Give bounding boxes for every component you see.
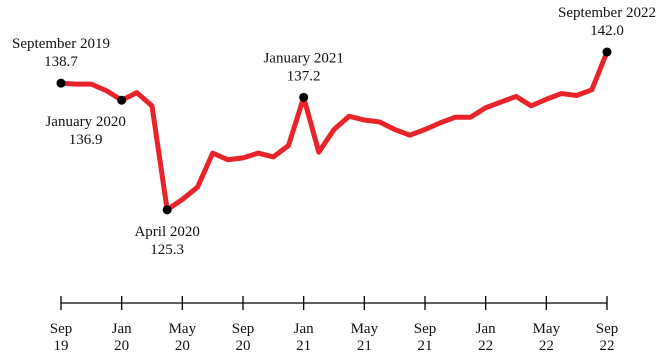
x-tick-label: Jan xyxy=(476,321,496,337)
x-axis: Sep19Jan20May20Sep20Jan21May21Sep21Jan22… xyxy=(50,296,619,352)
x-tick-label: May xyxy=(169,321,197,337)
x-tick-label: Sep xyxy=(596,321,619,337)
annotated-point xyxy=(602,47,612,57)
x-tick-year-label: 22 xyxy=(600,338,615,352)
x-tick-label: Jan xyxy=(112,321,132,337)
annotation-label: January 2021 xyxy=(263,50,343,66)
annotated-point xyxy=(299,92,309,102)
x-tick-year-label: 21 xyxy=(357,338,372,352)
x-tick-label: Sep xyxy=(232,321,255,337)
series-layer xyxy=(58,49,610,213)
x-tick-label: Jan xyxy=(294,321,314,337)
x-tick-year-label: 20 xyxy=(236,338,251,352)
annotation-value: 142.0 xyxy=(590,23,624,39)
x-tick-year-label: 20 xyxy=(114,338,129,352)
x-tick-year-label: 22 xyxy=(539,338,554,352)
annotation-value: 136.9 xyxy=(69,132,103,148)
annotation-label: September 2022 xyxy=(558,5,656,21)
x-tick-label: Sep xyxy=(50,321,73,337)
x-tick-label: May xyxy=(351,321,379,337)
annotation-label: January 2020 xyxy=(45,114,125,130)
annotation-value: 138.7 xyxy=(44,54,78,70)
annotated-point xyxy=(56,78,66,88)
x-tick-year-label: 21 xyxy=(296,338,311,352)
x-tick-label: May xyxy=(533,321,561,337)
annotated-point xyxy=(117,95,127,105)
annotations: September 2019 138.7 January 2020 136.9 Apri… xyxy=(12,5,656,258)
annotation-value: 125.3 xyxy=(150,242,184,258)
x-tick-label: Sep xyxy=(414,321,437,337)
x-tick-year-label: 22 xyxy=(478,338,493,352)
x-tick-year-label: 19 xyxy=(54,338,69,352)
annotated-points xyxy=(56,47,612,215)
annotation-label: September 2019 xyxy=(12,36,110,52)
series-line xyxy=(58,49,610,213)
x-tick-year-label: 21 xyxy=(418,338,433,352)
annotation-label: April 2020 xyxy=(134,224,199,240)
annotation-value: 137.2 xyxy=(287,68,321,84)
annotated-point xyxy=(162,205,172,215)
x-tick-year-label: 20 xyxy=(175,338,190,352)
